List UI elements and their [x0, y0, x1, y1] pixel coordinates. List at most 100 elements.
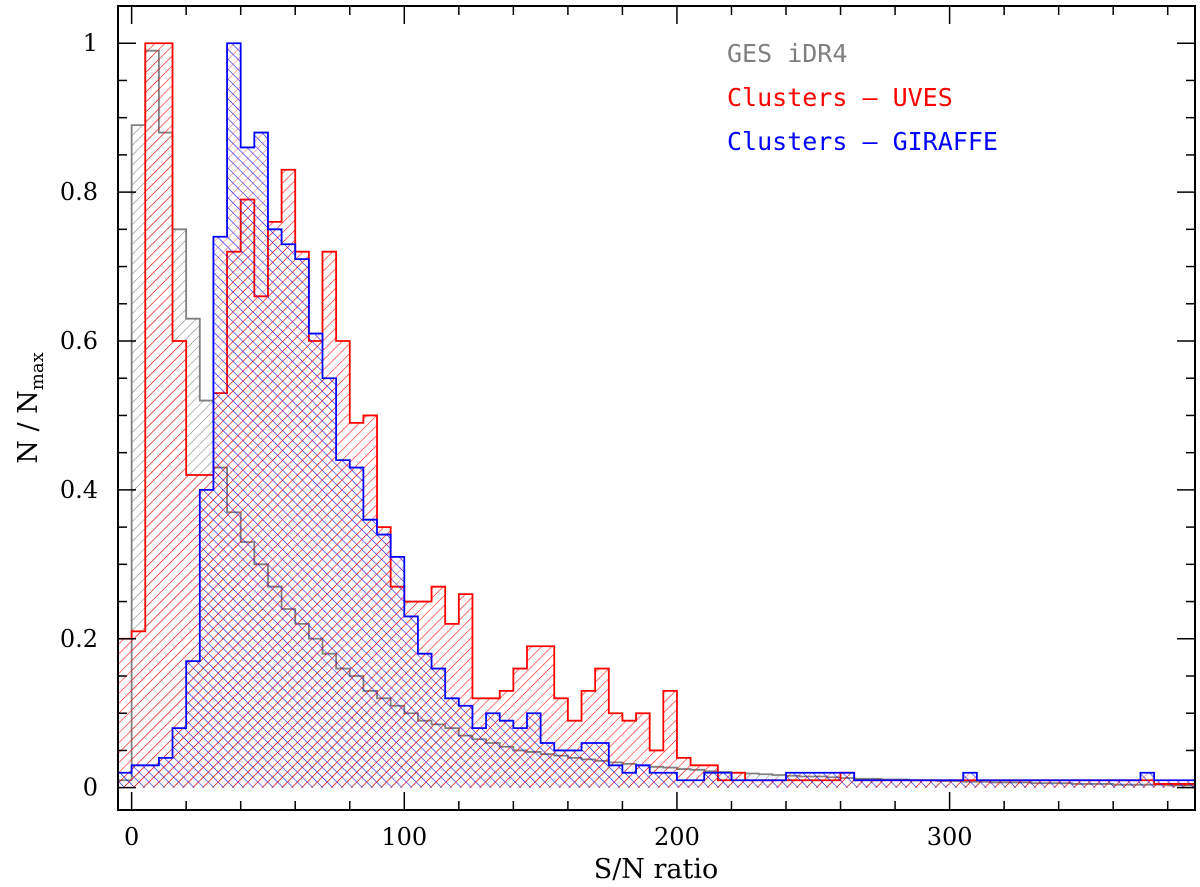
bar-cross	[976, 780, 991, 788]
bar-cross	[813, 772, 827, 788]
bar-cross	[227, 43, 241, 788]
bar-cross	[213, 236, 228, 788]
bar	[172, 341, 187, 788]
bar-cross	[417, 653, 432, 788]
series-2	[118, 42, 1195, 788]
y-tick-label: 0.6	[60, 327, 98, 355]
bar-cross	[731, 780, 746, 788]
y-tick-labels: 0 0.2 0.4 0.6 0.8 1	[60, 29, 98, 801]
bar-cross	[881, 780, 896, 788]
bar-cross	[854, 780, 868, 788]
bar-cross	[499, 720, 514, 788]
y-axis-label: N / Nmax	[13, 352, 48, 463]
bar	[131, 631, 146, 788]
bar-cross	[172, 728, 187, 788]
bar-cross	[377, 534, 391, 788]
bar-cross	[649, 772, 664, 788]
bar-cross	[922, 780, 936, 788]
bar-cross	[1072, 780, 1086, 788]
bar-cross	[581, 743, 596, 788]
bar-cross	[567, 750, 582, 788]
x-tick-labels: 0 100 200 300	[124, 823, 973, 851]
bar-cross	[1154, 780, 1168, 788]
bar-cross	[717, 772, 732, 788]
bar-cross	[267, 229, 282, 788]
y-axis-label-sub: max	[27, 352, 48, 390]
bar-cross	[336, 460, 350, 788]
bar-cross	[1113, 780, 1127, 788]
legend-item-ges: GES iDR4	[727, 39, 847, 68]
bar-cross	[1045, 780, 1059, 788]
y-tick-label: 1	[83, 29, 98, 57]
bar-cross	[772, 780, 787, 788]
legend: GES iDR4 Clusters – UVES Clusters – GIRA…	[727, 39, 998, 156]
bar-cross	[118, 772, 132, 788]
bar-cross	[1140, 772, 1155, 788]
bar	[663, 690, 677, 788]
bar-cross	[240, 147, 255, 788]
bar-cross	[963, 772, 977, 788]
bar-cross	[1058, 780, 1073, 788]
bar-cross	[1004, 780, 1018, 788]
bar-cross	[390, 556, 405, 788]
bar-cross	[349, 467, 364, 788]
x-tick-label: 200	[654, 823, 700, 851]
bar-cross	[158, 757, 173, 788]
bar-cross	[281, 244, 296, 788]
bar-cross	[199, 489, 214, 788]
bar-cross	[308, 333, 323, 788]
axis-ticks	[118, 6, 1195, 810]
series-outline	[118, 42, 1195, 788]
bar-cross	[186, 661, 200, 788]
x-tick-label: 100	[381, 823, 427, 851]
series-layer	[118, 42, 1195, 788]
y-tick-label: 0.2	[60, 625, 98, 653]
bar-cross	[472, 728, 487, 788]
bar-cross	[908, 780, 923, 788]
bar-cross	[295, 259, 309, 788]
bar-cross	[458, 705, 473, 788]
bar-cross	[145, 765, 159, 788]
bar-cross	[704, 772, 718, 788]
bar-cross	[1085, 780, 1100, 788]
bar-cross	[131, 765, 146, 788]
bar-cross	[1017, 780, 1032, 788]
bar-cross	[622, 772, 637, 788]
bar-cross	[595, 743, 609, 788]
bar-cross	[404, 616, 418, 788]
bar	[145, 43, 159, 788]
bar	[622, 720, 637, 788]
bar-cross	[840, 772, 855, 788]
bar-cross	[445, 698, 459, 788]
x-tick-label: 300	[927, 823, 973, 851]
bar-cross	[758, 780, 773, 788]
bar-cross	[554, 750, 568, 788]
bar	[131, 125, 146, 788]
y-tick-label: 0.4	[60, 476, 98, 504]
x-axis-label: S/N ratio	[594, 854, 719, 885]
bar-cross	[1167, 780, 1182, 788]
bar-cross	[540, 743, 555, 788]
bar-cross	[786, 772, 800, 788]
plot-frame	[117, 5, 1196, 811]
bar-cross	[935, 780, 950, 788]
bar-cross	[690, 780, 705, 788]
legend-item-giraffe: Clusters – GIRAFFE	[727, 127, 998, 156]
bar-cross	[636, 765, 650, 788]
bar-cross	[676, 780, 691, 788]
bar-cross	[1181, 780, 1195, 788]
bar-cross	[990, 780, 1005, 788]
bar-cross	[1126, 780, 1141, 788]
bar-cross	[431, 668, 446, 788]
bar-cross	[867, 780, 882, 788]
bar-cross	[1099, 780, 1114, 788]
bar-cross	[895, 780, 909, 788]
bar-cross	[949, 780, 964, 788]
bar-cross	[322, 378, 337, 788]
bar-cross	[254, 132, 268, 788]
bar	[158, 43, 173, 788]
y-axis-label-main: N / N	[13, 390, 44, 464]
x-tick-label: 0	[124, 823, 139, 851]
y-tick-label: 0.8	[60, 178, 98, 206]
bar-cross	[513, 728, 527, 788]
